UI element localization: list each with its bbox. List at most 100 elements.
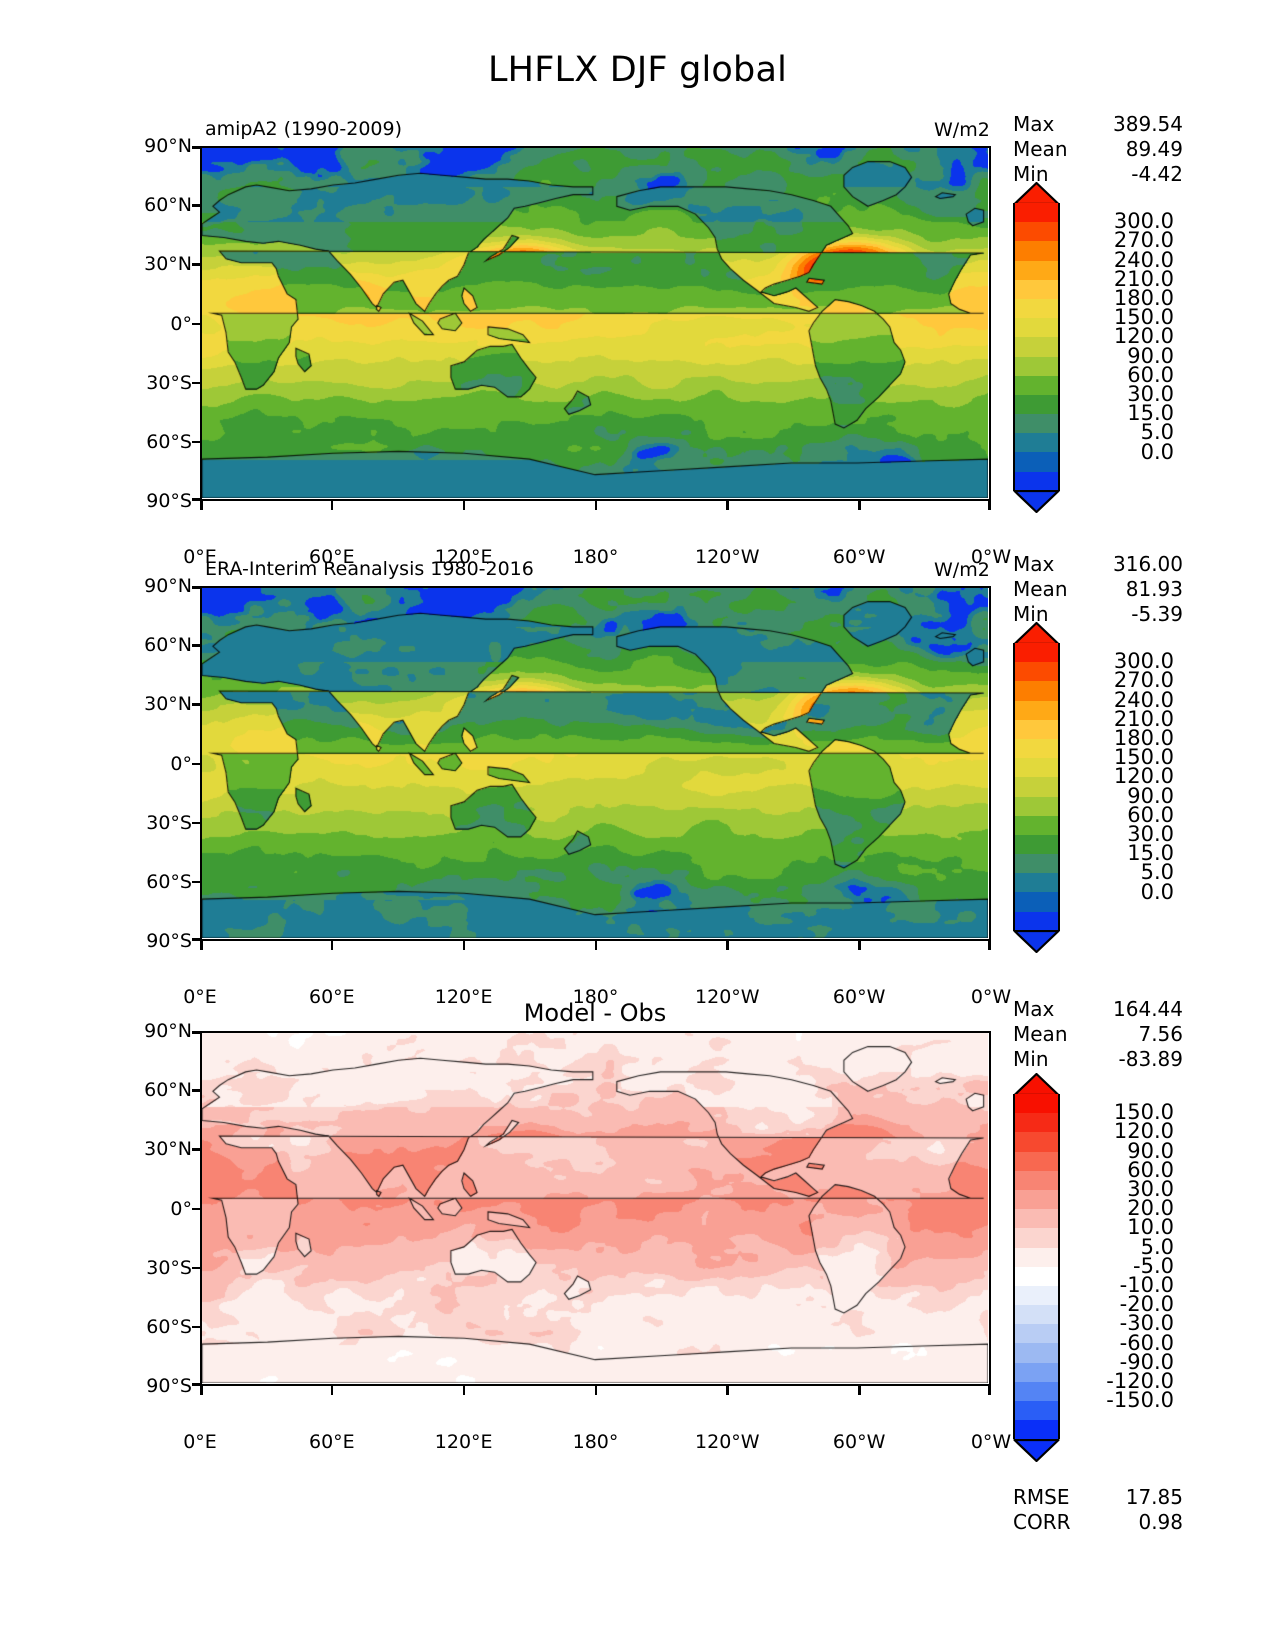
colorbar-tick-label: 210.0: [1113, 266, 1174, 291]
x-axis-tick: [330, 1386, 334, 1395]
map-frame: [200, 146, 991, 501]
colorbar-tick-label: -20.0: [1119, 1292, 1174, 1317]
y-axis-tick: [192, 381, 200, 385]
x-axis-tick: [988, 1386, 991, 1395]
colorbar-band: [1013, 279, 1060, 299]
y-axis-tick: [192, 938, 200, 941]
colorbar-tick-label: 5.0: [1140, 860, 1174, 885]
colorbar-tick-label: 5.0: [1140, 1234, 1174, 1259]
y-axis-label: 90°S: [146, 490, 192, 512]
stat-row: Max 164.44: [1013, 997, 1263, 1022]
y-axis-tick: [192, 498, 200, 501]
colorbar-extend-bottom-arrow: [1013, 489, 1060, 514]
colorbar-tick-label: 120.0: [1113, 764, 1174, 789]
y-axis-tick: [192, 1089, 200, 1092]
x-axis-label: 0°E: [183, 986, 217, 1008]
x-axis-tick: [988, 941, 991, 950]
y-axis-tick: [192, 644, 200, 647]
colorbar-tick-label: 30.0: [1127, 382, 1174, 406]
colorbar-extend-top-arrow: [1013, 181, 1060, 206]
colorbar-tick-label: 150.0: [1113, 1100, 1174, 1125]
y-axis-label: 90°N: [144, 575, 192, 597]
stat-value: 316.00: [1113, 552, 1183, 576]
stats-block-model: Max 389.54 Mean 89.49 Min -4.42: [1013, 112, 1263, 187]
y-axis-tick: [192, 1266, 200, 1270]
y-axis-tick: [192, 1148, 200, 1151]
x-axis-tick: [594, 501, 597, 510]
colorbar-extend-bottom-arrow: [1013, 929, 1060, 954]
x-axis-tick: [200, 501, 203, 510]
colorbar-band: [1013, 356, 1060, 376]
stat-key: CORR: [1013, 1509, 1071, 1534]
colorbar-band: [1013, 471, 1060, 491]
colorbar-band: [1013, 815, 1060, 835]
colorbar-tick-label: 20.0: [1127, 1196, 1174, 1221]
colorbar-tick-label: 15.0: [1127, 401, 1174, 426]
x-axis-label: 180°: [572, 1431, 619, 1453]
stat-key: Max: [1013, 552, 1055, 576]
colorbar-band: [1013, 834, 1060, 855]
colorbar-gradient: [1013, 1094, 1060, 1440]
map-frame: [200, 586, 991, 941]
y-axis-label: 30°S: [146, 811, 192, 834]
colorbar-band: [1013, 433, 1060, 453]
colorbar-band: [1013, 452, 1060, 472]
colorbar-band: [1013, 337, 1060, 357]
colorbar-tick-label: 90.0: [1127, 783, 1174, 808]
colorbar-band: [1013, 1132, 1060, 1152]
colorbar-band: [1013, 1401, 1060, 1421]
stat-row: Min -83.89: [1013, 1047, 1263, 1072]
stat-key: RMSE: [1013, 1484, 1070, 1509]
x-axis-label: 120°W: [695, 986, 760, 1008]
colorbar-tick-label: 210.0: [1113, 706, 1174, 731]
x-axis-label: 0°W: [970, 986, 1012, 1008]
y-axis-tick: [192, 586, 200, 589]
colorbar-tick-label: 0.0: [1140, 879, 1174, 904]
colorbar-tick-label: 15.0: [1127, 841, 1174, 866]
colorbar-band: [1013, 1324, 1060, 1344]
colorbar-tick-label: 5.0: [1140, 420, 1174, 445]
stat-key: Max: [1013, 112, 1055, 136]
y-axis-tick: [192, 263, 200, 266]
colorbar-band: [1013, 1285, 1060, 1306]
stat-key: Mean: [1013, 137, 1068, 161]
colorbar-band: [1013, 1305, 1060, 1325]
y-axis-tick: [192, 440, 200, 444]
y-axis-tick: [192, 1383, 200, 1386]
colorbar-band: [1013, 298, 1060, 319]
y-axis-tick: [192, 762, 200, 765]
y-axis-label: 30°S: [146, 371, 192, 394]
y-axis-tick: [192, 1031, 200, 1034]
stat-value: 81.93: [1125, 577, 1183, 601]
colorbar-extend-bottom-arrow: [1013, 1438, 1060, 1462]
x-axis-tick: [330, 941, 334, 950]
y-axis-label: 60°S: [146, 870, 192, 893]
y-axis-tick: [192, 1207, 200, 1210]
x-axis-label: 0°E: [183, 546, 217, 568]
colorbar-tick-label: -30.0: [1119, 1311, 1174, 1336]
x-axis-tick: [726, 941, 729, 950]
colorbar-tick-label: 60.0: [1127, 362, 1174, 387]
map-field-canvas: [202, 588, 988, 938]
colorbar-band: [1013, 1151, 1060, 1171]
x-axis-tick: [726, 501, 729, 510]
colorbar-band: [1013, 375, 1060, 395]
colorbar-band: [1013, 681, 1060, 701]
colorbar-band: [1013, 1362, 1060, 1382]
map-model[interactable]: 90°N 60°N 30°N 0° 30°S 60°S 90°S 0°E 60°E 120°E 18…: [144, 135, 1011, 568]
colorbar-band: [1013, 1247, 1060, 1267]
y-axis-label: 90°N: [144, 135, 192, 157]
colorbar-band: [1013, 394, 1060, 415]
map-obs[interactable]: 90°N 60°N 30°N 0° 30°S 60°S 90°S 0°E 60°E 120°E 18…: [144, 575, 1011, 1008]
map-field-canvas: [202, 1033, 988, 1383]
colorbar-band: [1013, 911, 1060, 931]
x-axis-tick: [858, 1386, 861, 1395]
stat-row: Mean 81.93: [1013, 577, 1263, 602]
y-axis-label: 0°: [170, 312, 192, 335]
x-axis-label: 60°W: [832, 1431, 886, 1453]
colorbar-tick-label: 90.0: [1127, 343, 1174, 368]
x-axis-label: 60°E: [308, 1431, 355, 1453]
map-diff[interactable]: 90°N 60°N 30°N 0° 30°S 60°S 90°S 0°E 60°E 120°E 18…: [144, 1020, 1011, 1453]
colorbar-tick-label: -10.0: [1119, 1273, 1174, 1297]
x-axis-label: 60°E: [308, 986, 355, 1008]
